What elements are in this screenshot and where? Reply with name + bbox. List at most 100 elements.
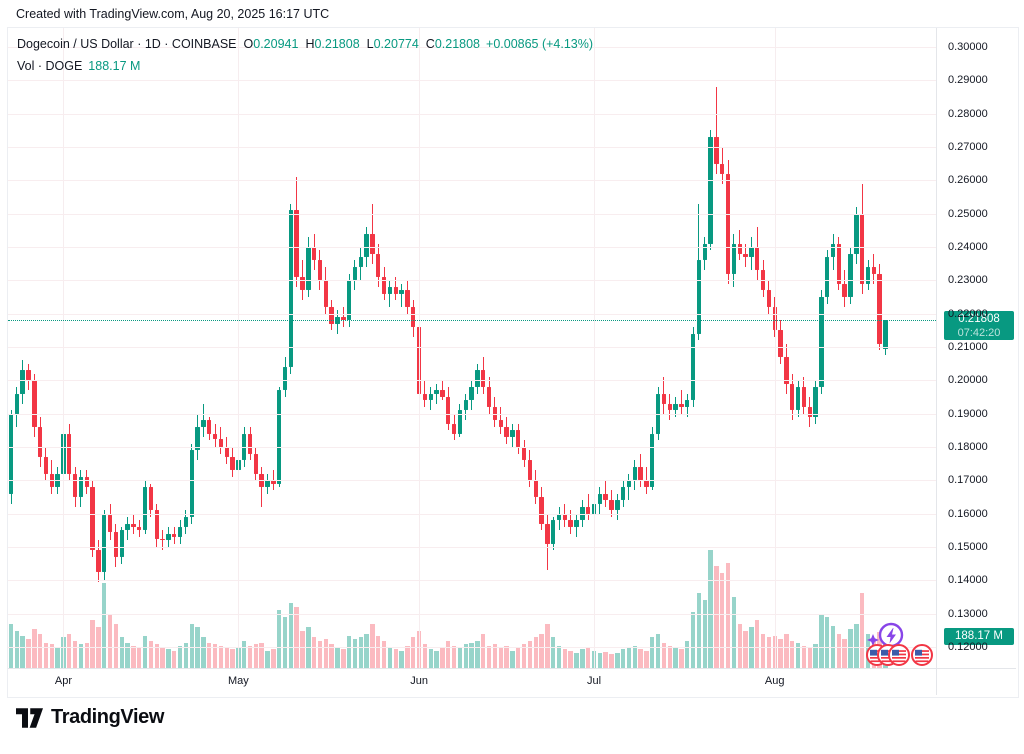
volume-bar (376, 635, 381, 668)
volume-bar (725, 562, 731, 668)
price-axis-label: 0.22000 (948, 307, 988, 320)
price-axis-label: 0.14000 (948, 574, 988, 587)
volume-bar (212, 644, 218, 668)
candle (667, 403, 672, 411)
month-gridline (774, 28, 776, 668)
candle (230, 457, 235, 471)
bar-countdown: 07:42:20 (957, 327, 1001, 340)
candle (638, 467, 643, 481)
candle (749, 247, 754, 257)
volume-bar (364, 634, 369, 668)
volume-bar (696, 593, 702, 668)
volume-bar (504, 645, 509, 668)
volume-bar (259, 642, 264, 668)
current-price-badge: 0.21808 07:42:20 (944, 311, 1014, 341)
volume-bar (813, 644, 818, 668)
candle (825, 257, 830, 297)
candle (271, 480, 276, 484)
volume-bar (311, 637, 317, 668)
candle (102, 515, 107, 572)
volume-bar (399, 651, 404, 668)
candle (498, 420, 503, 427)
volume-bar (661, 642, 667, 668)
candle (160, 538, 165, 541)
candle (469, 387, 474, 401)
chart-widget: 0.21808 07:42:20 188.17 M Dogecoin / US … (7, 27, 1019, 698)
volume-bar (142, 635, 148, 668)
volume-bar (550, 637, 556, 668)
symbol-legend[interactable]: Dogecoin / US Dollar · 1D · COINBASE O0.2… (17, 37, 593, 51)
volume-bar (585, 647, 591, 668)
volume-bar (690, 611, 696, 668)
volume-value-badge: 188.17 M (944, 628, 1014, 646)
price-axis-label: 0.30000 (948, 41, 988, 53)
price-axis-label: 0.24000 (948, 241, 988, 253)
volume-bar (737, 623, 742, 668)
volume-bar (37, 634, 43, 668)
candle (807, 407, 812, 417)
candle (119, 530, 124, 557)
candle (865, 267, 871, 284)
volume-bar (836, 634, 842, 668)
candle (731, 243, 737, 274)
volume-bar (620, 649, 626, 668)
volume-bar (708, 550, 713, 668)
chart-pane[interactable]: 0.21808 07:42:20 188.17 M Dogecoin / US … (8, 28, 1016, 695)
candle (218, 438, 224, 447)
volume-bar (72, 640, 78, 668)
volume-bar (207, 642, 212, 668)
volume-legend[interactable]: Vol · DOGE 188.17 M (17, 59, 140, 73)
volume-bar (446, 640, 451, 668)
candle (90, 487, 95, 551)
candle (585, 507, 591, 514)
candle (597, 493, 603, 504)
candle (737, 243, 742, 254)
candle (78, 477, 84, 497)
candle (609, 500, 614, 511)
volume-bar (329, 644, 334, 668)
price-axis-label: 0.26000 (948, 174, 988, 187)
price-gridline (8, 413, 936, 415)
candle (55, 473, 60, 487)
volume-bar (795, 642, 801, 668)
price-gridline (8, 347, 936, 348)
candle (317, 260, 323, 281)
price-gridline (8, 513, 936, 515)
price-gridline (8, 380, 936, 382)
economic-events-flags-icon[interactable] (866, 644, 944, 668)
volume-bar (562, 649, 568, 668)
volume-bar (242, 640, 247, 668)
candle-wick (261, 467, 263, 507)
candle (422, 393, 428, 401)
price-axis-label: 0.17000 (948, 474, 988, 487)
candle (166, 533, 171, 541)
volume-bar (679, 649, 684, 668)
volume-bar (685, 640, 690, 668)
volume-bar (545, 623, 550, 668)
candle (189, 450, 194, 517)
price-gridline (8, 213, 936, 215)
candle-wick (628, 473, 630, 501)
candle (154, 510, 159, 539)
volume-bar (189, 623, 194, 668)
volume-bar (119, 637, 124, 668)
candle (714, 137, 719, 164)
time-axis-label: Jun (410, 675, 428, 687)
candle (399, 290, 404, 294)
candle (236, 460, 241, 471)
volume-bar (766, 637, 772, 668)
volume-bar (638, 649, 643, 668)
volume-bar (201, 637, 206, 668)
volume-bar (848, 628, 853, 668)
volume-bar (387, 647, 393, 668)
volume-bar (294, 606, 299, 668)
volume-bar (49, 644, 54, 668)
volume-bar (317, 640, 323, 668)
candle-wick (202, 403, 204, 437)
volume-bar (626, 647, 632, 668)
candle (49, 473, 54, 487)
candle (679, 403, 684, 407)
tradingview-logo[interactable]: TradingView (16, 706, 164, 729)
candle (224, 447, 229, 457)
volume-bar (230, 649, 235, 668)
